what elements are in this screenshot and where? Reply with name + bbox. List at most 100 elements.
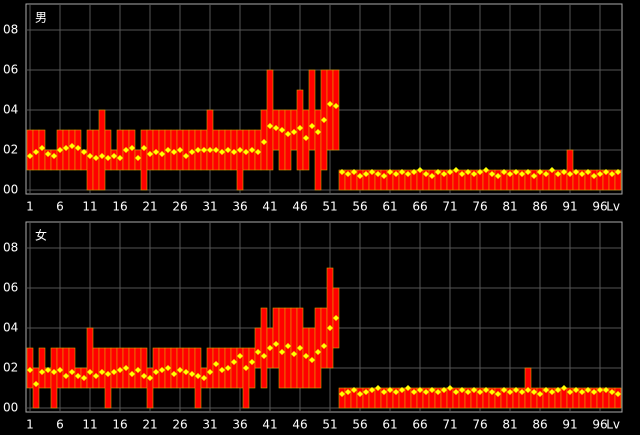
x-tick-label: 36: [232, 418, 247, 432]
mean-marker: [213, 147, 219, 153]
x-tick-label: 96: [592, 200, 607, 214]
mean-marker: [381, 389, 387, 395]
mean-marker: [81, 375, 87, 381]
mean-marker: [363, 389, 369, 395]
mean-marker: [399, 387, 405, 393]
mean-marker: [387, 387, 393, 393]
mean-marker: [159, 367, 165, 373]
x-tick-label: 31: [202, 418, 217, 432]
mean-marker: [93, 373, 99, 379]
mean-marker: [105, 155, 111, 161]
mean-marker: [603, 169, 609, 175]
mean-marker: [489, 171, 495, 177]
mean-marker: [159, 151, 165, 157]
mean-marker: [63, 145, 69, 151]
x-tick-label: 56: [352, 418, 367, 432]
range-bar: [248, 347, 256, 389]
mean-marker: [357, 391, 363, 397]
mean-marker: [495, 173, 501, 179]
mean-marker: [183, 369, 189, 375]
range-bar: [260, 307, 268, 389]
mean-marker: [117, 367, 123, 373]
mean-marker: [471, 387, 477, 393]
mean-marker: [333, 315, 339, 321]
panel-frame: [25, 221, 623, 413]
x-tick-label: 26: [172, 418, 187, 432]
mean-marker: [87, 369, 93, 375]
mean-marker: [99, 153, 105, 159]
mean-marker: [453, 167, 459, 173]
range-bar: [278, 307, 286, 389]
mean-marker: [567, 171, 573, 177]
mean-marker: [579, 389, 585, 395]
range-bar: [254, 327, 262, 369]
mean-marker: [285, 343, 291, 349]
mean-marker: [405, 385, 411, 391]
mean-marker: [93, 155, 99, 161]
mean-marker: [501, 387, 507, 393]
mean-marker: [267, 345, 273, 351]
y-tick-label: 06: [3, 63, 18, 77]
mean-marker: [237, 353, 243, 359]
mean-marker: [531, 173, 537, 179]
x-tick-label: 11: [82, 418, 97, 432]
mean-marker: [573, 169, 579, 175]
mean-marker: [39, 145, 45, 151]
mean-marker: [153, 369, 159, 375]
mean-marker: [297, 345, 303, 351]
range-bar: [566, 149, 574, 191]
x-tick-label: 1: [26, 200, 34, 214]
x-tick-label: 81: [502, 418, 517, 432]
range-bar: [278, 109, 286, 171]
mean-marker: [279, 349, 285, 355]
mean-marker: [273, 125, 279, 131]
x-tick-label: 86: [532, 418, 547, 432]
mean-marker: [81, 149, 87, 155]
mean-marker: [195, 147, 201, 153]
range-bar: [110, 347, 118, 389]
mean-marker: [351, 387, 357, 393]
range-bar: [206, 109, 214, 171]
mean-marker: [585, 387, 591, 393]
mean-marker: [255, 349, 261, 355]
x-tick-label: 76: [472, 418, 487, 432]
range-bar: [38, 347, 46, 389]
x-tick-label: 81: [502, 200, 517, 214]
mean-marker: [573, 387, 579, 393]
y-tick-label: 04: [3, 321, 18, 335]
mean-marker: [231, 359, 237, 365]
mean-marker: [477, 389, 483, 395]
mean-marker: [435, 169, 441, 175]
mean-marker: [261, 139, 267, 145]
range-bar: [62, 347, 70, 389]
mean-marker: [549, 167, 555, 173]
x-tick-label: 16: [112, 418, 127, 432]
mean-marker: [591, 389, 597, 395]
mean-marker: [615, 391, 621, 397]
mean-marker: [429, 387, 435, 393]
mean-marker: [207, 369, 213, 375]
range-bar: [206, 347, 214, 389]
x-tick-label: 21: [142, 418, 157, 432]
x-tick-label: 51: [322, 200, 337, 214]
mean-marker: [249, 359, 255, 365]
x-axis-label: Lv: [606, 200, 620, 214]
range-bar: [86, 129, 94, 191]
range-bar: [332, 69, 340, 151]
mean-marker: [579, 171, 585, 177]
mean-marker: [267, 123, 273, 129]
mean-marker: [339, 169, 345, 175]
mean-marker: [135, 367, 141, 373]
mean-marker: [543, 171, 549, 177]
mean-marker: [225, 147, 231, 153]
mean-marker: [165, 365, 171, 371]
range-bar: [98, 347, 106, 389]
x-tick-label: 91: [562, 200, 577, 214]
range-bar: [140, 347, 148, 389]
mean-marker: [123, 147, 129, 153]
mean-marker: [45, 151, 51, 157]
mean-marker: [411, 389, 417, 395]
mean-marker: [525, 387, 531, 393]
mean-marker: [69, 369, 75, 375]
y-tick-label: 06: [3, 281, 18, 295]
